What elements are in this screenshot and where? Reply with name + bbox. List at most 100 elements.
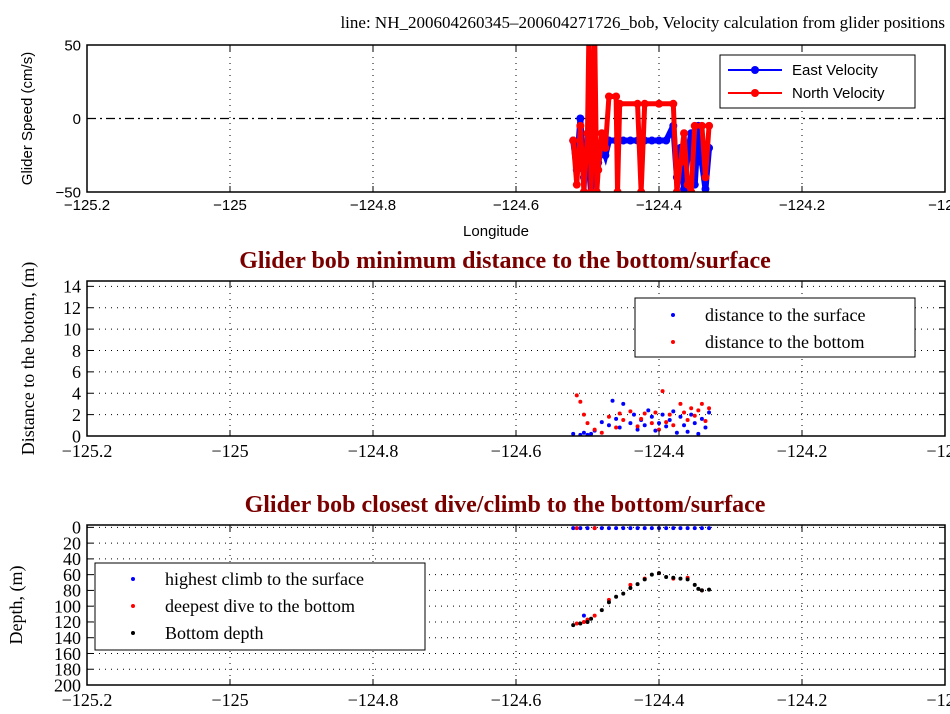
- y-tick-label: 160: [54, 644, 81, 664]
- x-tick-label: −124.4: [634, 441, 685, 461]
- data-point: [685, 417, 690, 422]
- data-point: [657, 571, 661, 576]
- data-point: [649, 421, 654, 426]
- y-axis-label: Depth, (m): [6, 566, 27, 645]
- data-point: [578, 621, 583, 626]
- y-axis-label: Distance to the botom, (m): [18, 262, 39, 455]
- data-point: [617, 425, 622, 430]
- y-tick-label: 10: [63, 319, 81, 339]
- y-tick-label: 80: [63, 581, 81, 601]
- y-tick-label: 20: [63, 533, 81, 553]
- data-point: [606, 526, 611, 531]
- data-point: [649, 526, 654, 531]
- data-point: [628, 409, 633, 414]
- x-tick-label: −124: [928, 197, 950, 214]
- y-tick-label: −50: [56, 184, 81, 201]
- data-point: [589, 616, 594, 621]
- legend-marker: [131, 604, 135, 608]
- data-point: [674, 430, 679, 435]
- data-point: [671, 575, 676, 580]
- x-tick-label: −125.2: [62, 441, 113, 461]
- data-point: [642, 577, 647, 582]
- data-point: [685, 526, 690, 531]
- subplot-1: −125.2 −125 −124.8 −124.6 −124.4 −124.2 −124 −5…: [19, 13, 950, 240]
- data-point: [569, 136, 578, 145]
- data-point: [678, 576, 683, 581]
- legend: distance to the surface distance to the b…: [634, 297, 916, 358]
- legend-label: distance to the surface: [705, 305, 865, 325]
- data-point: [667, 412, 672, 417]
- data-point: [628, 582, 633, 587]
- data-point: [599, 430, 604, 435]
- x-tick-label: −124.6: [491, 441, 542, 461]
- data-point: [701, 173, 710, 182]
- data-point: [696, 586, 701, 591]
- data-point: [585, 421, 590, 426]
- x-tick-label: −124.2: [777, 441, 828, 461]
- data-point: [576, 114, 585, 123]
- x-tick-label: −124.2: [779, 197, 825, 214]
- legend-box: [634, 297, 916, 358]
- data-point: [617, 411, 622, 416]
- data-point: [635, 526, 640, 531]
- series-line-2: [570, 45, 712, 192]
- data-point: [697, 121, 706, 130]
- data-point: [678, 401, 683, 406]
- data-point: [610, 398, 615, 403]
- x-tick-label: −124.4: [636, 197, 682, 214]
- data-point: [657, 427, 661, 432]
- data-point: [655, 136, 663, 145]
- x-tick-label: −125.2: [62, 690, 113, 710]
- data-point: [578, 399, 583, 404]
- data-point: [655, 99, 663, 108]
- data-point: [604, 92, 613, 101]
- data-point: [615, 99, 624, 108]
- y-tick-label: 6: [72, 362, 81, 382]
- data-point: [664, 526, 669, 531]
- legend-label: distance to the bottom: [705, 332, 864, 352]
- data-point: [657, 421, 661, 426]
- y-tick-label: 50: [64, 37, 81, 54]
- data-point: [662, 136, 671, 145]
- data-point: [664, 424, 669, 429]
- data-point: [680, 129, 689, 138]
- data-point: [689, 412, 694, 417]
- x-axis-label: Longitude: [463, 223, 529, 240]
- data-point: [592, 188, 601, 192]
- data-point: [639, 416, 644, 421]
- data-point: [667, 417, 672, 422]
- data-point: [635, 424, 640, 429]
- x-tick-label: −124.8: [348, 690, 399, 710]
- data-point: [633, 99, 642, 108]
- y-tick-label: 0: [73, 111, 81, 128]
- data-point: [621, 526, 626, 531]
- data-point: [649, 572, 654, 577]
- data-point: [574, 526, 579, 531]
- legend: East Velocity North Velocity: [719, 54, 916, 109]
- data-point: [699, 401, 704, 406]
- data-point: [572, 180, 581, 189]
- data-point: [646, 408, 651, 413]
- data-point: [671, 526, 676, 531]
- data-point: [614, 416, 619, 421]
- data-point: [635, 427, 640, 432]
- subplot-2: −125.2 −125 −124.8 −124.6 −124.4 −124.2 −124 02…: [18, 248, 950, 461]
- data-point: [649, 414, 654, 419]
- data-point: [621, 401, 626, 406]
- data-point: [690, 121, 699, 130]
- legend-marker: [131, 631, 135, 635]
- x-tick-label: −124.6: [491, 690, 542, 710]
- data-point: [699, 526, 704, 531]
- legend-label: Bottom depth: [165, 623, 264, 643]
- data-point: [660, 389, 665, 394]
- y-tick-label: 14: [63, 277, 81, 297]
- data-point: [689, 406, 694, 411]
- data-point: [699, 588, 704, 593]
- data-point: [707, 410, 712, 415]
- data-point: [606, 414, 611, 419]
- data-point: [707, 406, 712, 411]
- data-point: [581, 619, 586, 624]
- data-layer: [571, 526, 712, 628]
- data-layer: [571, 389, 712, 436]
- y-axis-label: Glider Speed (cm/s): [19, 52, 36, 185]
